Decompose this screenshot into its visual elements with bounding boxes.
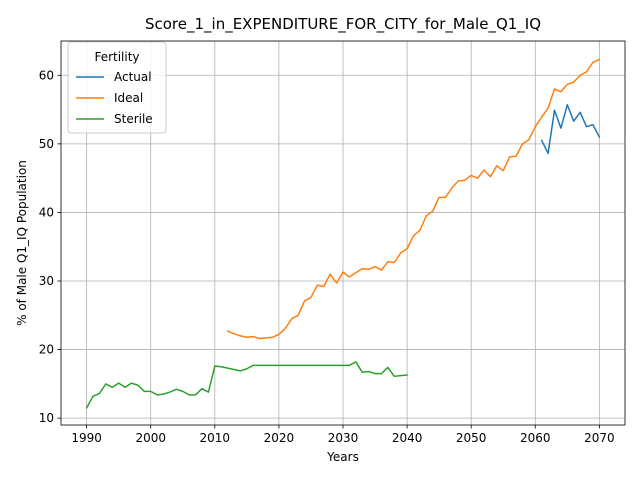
grid <box>61 41 625 425</box>
x-tick-label: 2070 <box>584 431 615 445</box>
y-tick-label: 40 <box>39 205 54 219</box>
y-tick-label: 50 <box>39 137 54 151</box>
x-tick-label: 1990 <box>71 431 102 445</box>
series-line-actual <box>540 104 601 155</box>
series-lines <box>85 58 601 409</box>
x-tick-label: 2000 <box>135 431 166 445</box>
axis-ticks: 1990 2000 2010 2020 2030 2040 2050 2060 20701020… <box>39 68 615 445</box>
y-axis-label: % of Male Q1_IQ Population <box>15 160 29 326</box>
legend-entries: Actual Ideal Sterile <box>76 70 153 126</box>
series-line-ideal <box>226 58 601 340</box>
y-tick-label: 60 <box>39 68 54 82</box>
legend-box <box>67 41 167 134</box>
x-tick-label: 2030 <box>328 431 359 445</box>
y-tick-label: 10 <box>39 411 54 425</box>
legend-title: Fertility <box>94 50 139 64</box>
x-axis-label: Years <box>326 450 359 464</box>
x-tick-label: 2060 <box>520 431 551 445</box>
x-tick-label: 2010 <box>200 431 231 445</box>
x-tick-label: 2050 <box>456 431 487 445</box>
y-tick-label: 30 <box>39 274 54 288</box>
legend: Fertility Actual Ideal Sterile <box>67 41 167 134</box>
legend-label-sterile: Sterile <box>114 112 153 126</box>
y-tick-label: 20 <box>39 343 54 357</box>
x-tick-label: 2040 <box>392 431 423 445</box>
x-tick-label: 2020 <box>264 431 295 445</box>
legend-label-actual: Actual <box>114 70 152 84</box>
legend-label-ideal: Ideal <box>114 91 143 105</box>
chart-title: Score_1_in_EXPENDITURE_FOR_CITY_for_Male… <box>145 15 541 34</box>
series-line-sterile <box>85 361 408 409</box>
